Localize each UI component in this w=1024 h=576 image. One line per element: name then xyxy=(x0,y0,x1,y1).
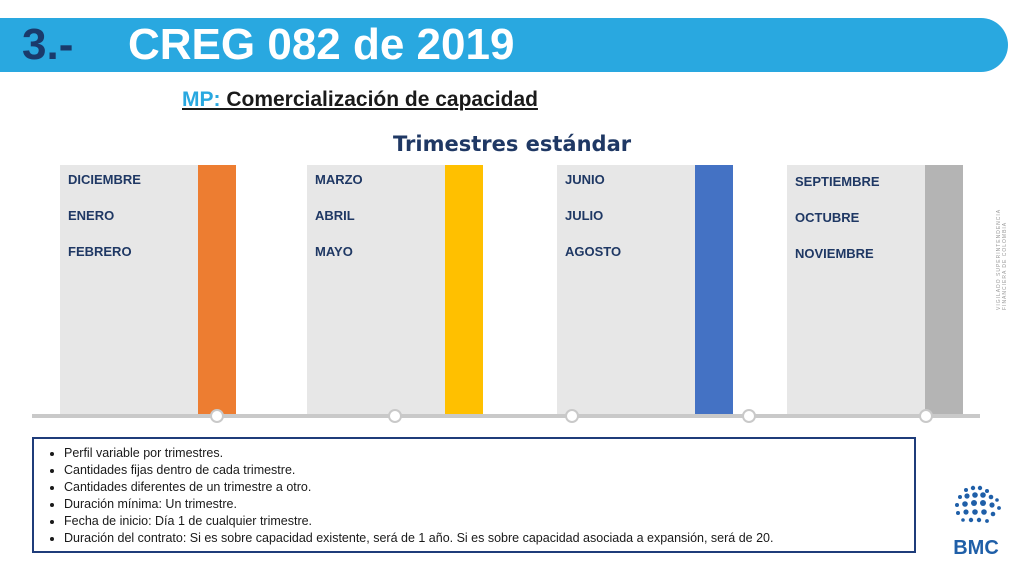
title-banner xyxy=(0,18,1008,72)
quarter-panel-1 xyxy=(60,165,198,417)
month-label: ENERO xyxy=(68,208,115,223)
quarter-bar-3 xyxy=(695,165,733,417)
subtitle-prefix: MP: xyxy=(182,88,221,111)
timeline-axis xyxy=(32,414,980,418)
quarter-bar-2 xyxy=(445,165,483,417)
timeline-marker xyxy=(210,409,224,423)
month-label: SEPTIEMBRE xyxy=(795,174,880,189)
bmc-dot-globe-icon: BMC xyxy=(953,485,1001,559)
quarter-months-2: MARZO ABRIL MAYO xyxy=(315,162,363,270)
month-label: ABRIL xyxy=(315,208,355,223)
side-watermark: VIGILADO SUPERINTENDENCIA FINANCIERA DE … xyxy=(996,209,1008,310)
month-label: JUNIO xyxy=(565,172,605,187)
section-title: Trimestres estándar xyxy=(393,132,632,156)
month-label: FEBRERO xyxy=(68,244,132,259)
notes-box: Perfil variable por trimestres. Cantidad… xyxy=(32,437,916,553)
slide-title: CREG 082 de 2019 xyxy=(128,20,515,69)
month-label: JULIO xyxy=(565,208,604,223)
slide-number: 3.- xyxy=(22,20,74,69)
month-label: DICIEMBRE xyxy=(68,172,141,187)
month-label: AGOSTO xyxy=(565,244,622,259)
timeline-marker xyxy=(919,409,933,423)
quarter-bar-4 xyxy=(925,165,963,417)
quarter-panel-3 xyxy=(557,165,695,417)
quarter-months-3: JUNIO JULIO AGOSTO xyxy=(565,162,621,270)
month-label: NOVIEMBRE xyxy=(795,246,874,261)
timeline-marker xyxy=(388,409,402,423)
bmc-logo: BMC xyxy=(946,480,1006,560)
list-item: Cantidades diferentes de un trimestre a … xyxy=(64,479,904,496)
quarter-months-1: DICIEMBRE ENERO FEBRERO xyxy=(68,162,141,270)
subtitle-text: Comercialización de capacidad xyxy=(220,88,538,111)
list-item: Perfil variable por trimestres. xyxy=(64,445,904,462)
subtitle: MP: Comercialización de capacidad xyxy=(182,88,538,112)
month-label: MARZO xyxy=(315,172,363,187)
list-item: Duración mínima: Un trimestre. xyxy=(64,496,904,513)
quarter-panel-2 xyxy=(307,165,445,417)
month-label: MAYO xyxy=(315,244,353,259)
logo-text: BMC xyxy=(953,537,999,559)
list-item: Duración del contrato: Si es sobre capac… xyxy=(64,530,904,547)
list-item: Fecha de inicio: Día 1 de cualquier trim… xyxy=(64,513,904,530)
notes-list: Perfil variable por trimestres. Cantidad… xyxy=(44,445,904,547)
list-item: Cantidades fijas dentro de cada trimestr… xyxy=(64,462,904,479)
month-label: OCTUBRE xyxy=(795,210,860,225)
timeline-marker xyxy=(742,409,756,423)
timeline-marker xyxy=(565,409,579,423)
quarter-panel-4 xyxy=(787,165,925,417)
quarter-bar-1 xyxy=(198,165,236,417)
quarter-months-4: SEPTIEMBRE OCTUBRE NOVIEMBRE xyxy=(795,164,880,272)
